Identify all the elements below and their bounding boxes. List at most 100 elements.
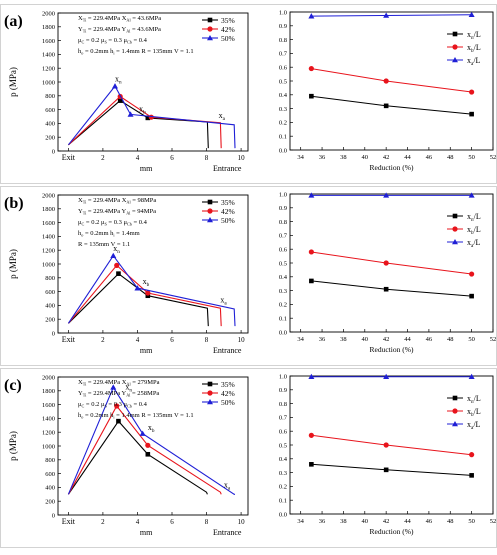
y-tick-label: 1000 [42, 79, 55, 86]
parameter-text: R = 135mm V = 1.1 [78, 241, 130, 248]
data-point [308, 373, 315, 379]
parameter-text: YTi​ = 229.4MPa YAl​ = 258MPa [78, 390, 159, 398]
x-tick-label: Exit [62, 517, 76, 526]
data-point [117, 98, 123, 103]
plot-frame [289, 375, 494, 515]
y-tick-label: 600 [45, 471, 55, 478]
data-point [383, 442, 389, 448]
data-point [110, 384, 117, 390]
y-tick-label: 0.1 [279, 316, 287, 323]
parameter-text: μC​ = 0.2 μS​ = 0.3 μCb​ = 0.4 [78, 219, 148, 227]
parameter-text: XTi​ = 229.4MPa XAl​ = 98MPa [78, 197, 156, 205]
x-tick-label: 6 [170, 154, 174, 162]
y-tick-label: 0.2 [279, 484, 287, 491]
point-annotation: xb​ [143, 277, 150, 288]
y-tick-label: 1600 [42, 402, 55, 409]
legend-label: 50% [221, 216, 235, 225]
y-tick-label: 0.8 [279, 37, 287, 44]
y-tick-label: 0.3 [279, 106, 287, 113]
data-point [112, 83, 118, 89]
point-annotation: xb​ [139, 105, 146, 116]
legend-label: xa​/L [467, 56, 481, 67]
parameter-text: XTi​ = 229.4MPa XAl​ = 43.6MPa [78, 15, 161, 23]
legend-label: xn​/L [467, 30, 481, 41]
y-tick-label: 1200 [42, 66, 55, 73]
x-tick-label: 48 [447, 336, 454, 343]
x-axis-label: Reduction (%) [370, 527, 414, 536]
x-tick-label: 8 [205, 154, 209, 162]
legend-marker [452, 421, 458, 427]
legend-label: xa​/L [467, 420, 481, 431]
data-point [469, 111, 474, 117]
y-tick-label: 1.0 [279, 373, 287, 380]
y-tick-label: 2000 [42, 374, 55, 381]
y-tick-label: 0.9 [279, 387, 287, 394]
series-line-x_{b}/L [311, 68, 472, 93]
legend-marker [452, 226, 458, 232]
x-axis-label: mm [140, 346, 153, 355]
x-tick-label: 6 [170, 336, 174, 344]
y-tick-label: 0 [52, 330, 55, 337]
series-line-42% [67, 264, 222, 327]
data-point [145, 451, 151, 457]
data-point [469, 473, 474, 478]
x-tick-label: 52 [490, 518, 497, 525]
data-point [309, 462, 314, 467]
y-tick-label: 200 [45, 135, 55, 142]
legend-marker [207, 199, 213, 205]
parameter-text: μC​ = 0.2 μS​ = 0.3 μCb​ = 0.4 [78, 401, 148, 409]
x-tick-label: 2 [101, 154, 105, 162]
legend-marker [207, 26, 213, 32]
y-tick-label: 0.6 [279, 247, 288, 254]
x-tick-label: 38 [340, 154, 347, 161]
y-tick-label: 1800 [42, 388, 55, 395]
x-tick-label: 48 [447, 518, 454, 525]
y-tick-label: 0.6 [279, 429, 288, 436]
y-tick-label: 1600 [42, 220, 55, 227]
parameter-text: μC​ = 0.2 μS​ = 0.3 μCb​ = 0.4 [78, 37, 148, 45]
data-point [308, 432, 314, 438]
y-tick-label: 2000 [42, 10, 55, 17]
y-tick-label: 1800 [42, 206, 55, 213]
plot-frame [57, 376, 249, 516]
legend-label: 35% [221, 380, 235, 389]
y-tick-label: 600 [45, 289, 55, 296]
legend-marker [452, 57, 458, 63]
legend-marker [207, 17, 213, 23]
y-tick-label: 400 [45, 485, 55, 492]
data-point [145, 442, 151, 448]
y-tick-label: 1400 [42, 416, 55, 423]
x-tick-label: 8 [205, 518, 209, 526]
x-tick-label: 42 [383, 518, 390, 525]
y-tick-label: 800 [45, 457, 55, 464]
point-annotation: xn​ [125, 382, 132, 393]
y-tick-label: 0.7 [279, 51, 288, 58]
y-tick-label: 800 [45, 275, 55, 282]
x-tick-label: 44 [404, 154, 411, 161]
y-tick-label: 0.4 [279, 92, 288, 99]
x-tick-label: 50 [468, 154, 475, 161]
y-axis-label: p (MPa) [8, 67, 18, 97]
legend-label: 35% [221, 16, 235, 25]
data-point [383, 103, 389, 109]
y-tick-label: 0.1 [279, 498, 287, 505]
data-point [308, 13, 315, 19]
y-tick-label: 0.9 [279, 205, 287, 212]
data-point [114, 403, 120, 409]
y-tick-label: 1200 [42, 430, 55, 437]
data-point [308, 192, 315, 198]
y-tick-label: 0 [52, 148, 55, 155]
data-point [309, 93, 314, 99]
y-tick-label: 0.9 [279, 23, 287, 30]
data-point [383, 373, 390, 379]
plot-frame [289, 193, 494, 333]
x-tick-label: 38 [340, 336, 347, 343]
x-tick-label: 40 [362, 154, 369, 161]
data-point [383, 286, 389, 292]
legend-marker [452, 408, 458, 414]
y-tick-label: 1000 [42, 261, 55, 268]
y-tick-label: 0.4 [279, 456, 288, 463]
data-point [383, 78, 389, 84]
y-tick-label: 800 [45, 93, 55, 100]
